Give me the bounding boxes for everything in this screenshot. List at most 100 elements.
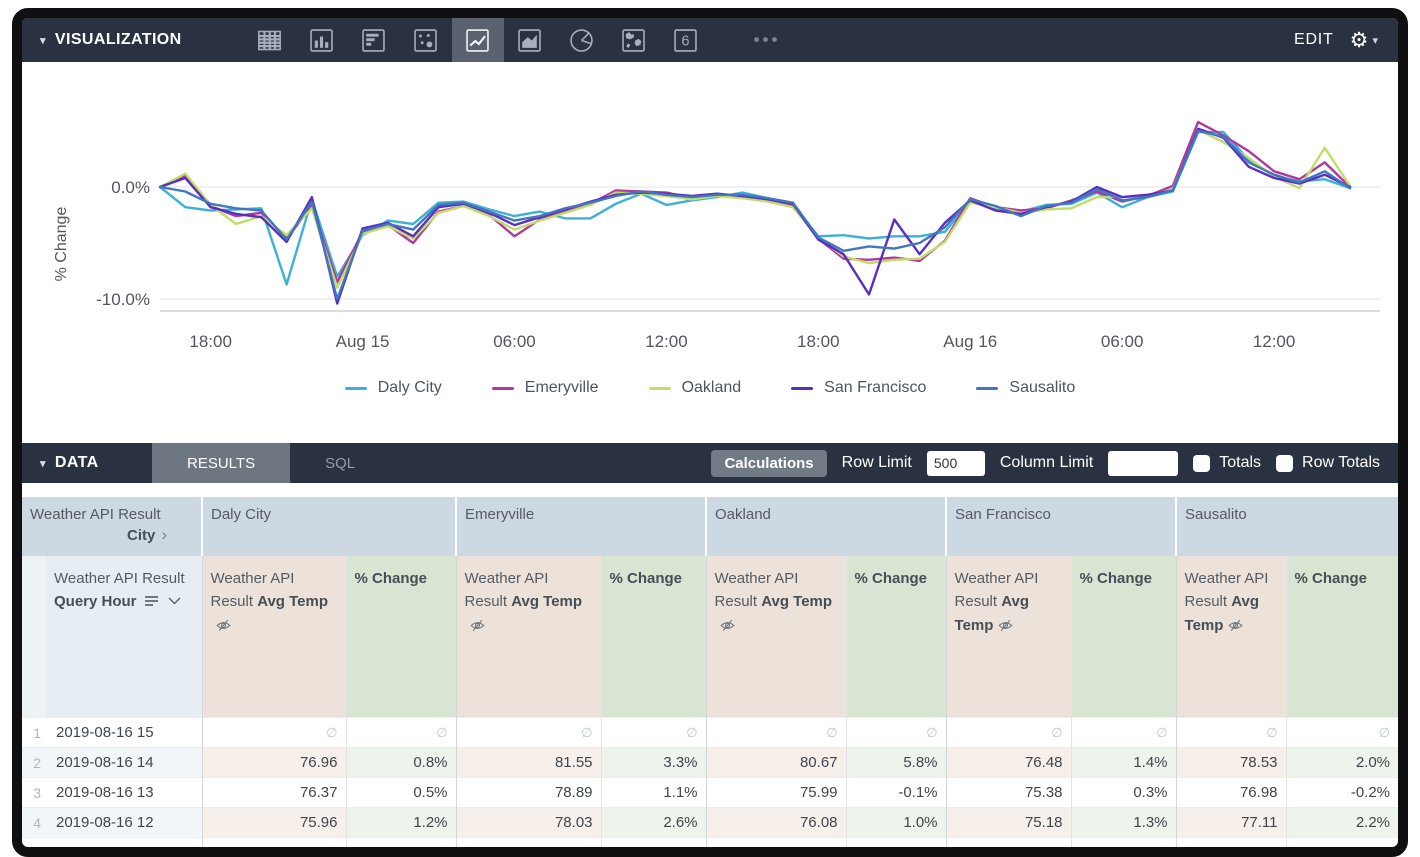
avg-temp-cell: 76.96 — [202, 748, 346, 778]
hidden-field-eye-icon — [465, 617, 485, 634]
avg-temp-cell: ∅ — [1176, 718, 1286, 748]
pct-change-cell: 2.0% — [1286, 838, 1398, 857]
pct-change-cell: 1.2% — [346, 808, 456, 838]
viz-type-bar-icon[interactable] — [348, 18, 400, 62]
avg-temp-cell: 75.18 — [946, 808, 1071, 838]
row-number-cell: 1 — [22, 718, 46, 748]
pct-change-cell: 2.2% — [346, 838, 456, 857]
pct-change-cell: 2.0% — [601, 838, 706, 857]
series-line-oakland — [160, 130, 1350, 288]
viz-type-scatter-icon[interactable] — [400, 18, 452, 62]
visualization-section-toggle[interactable]: ▾ VISUALIZATION — [22, 31, 182, 49]
totals-label: Totals — [1219, 454, 1261, 472]
pct-change-column-header-san-francisco[interactable]: % Change — [1071, 556, 1176, 718]
viz-type-pie-icon[interactable] — [556, 18, 608, 62]
tab-results[interactable]: RESULTS — [152, 443, 290, 483]
pct-change-cell: 1.0% — [846, 808, 946, 838]
sort-desc-icon[interactable] — [144, 595, 181, 607]
totals-toggle[interactable]: Totals — [1193, 454, 1261, 472]
avg-temp-column-header-sausalito[interactable]: Weather API Result Avg Temp — [1176, 556, 1286, 718]
legend-item-sausalito[interactable]: Sausalito — [976, 379, 1075, 397]
avg-temp-column-header-emeryville[interactable]: Weather API Result Avg Temp — [456, 556, 601, 718]
viz-type-column-icon[interactable] — [296, 18, 348, 62]
hidden-field-eye-icon — [993, 617, 1013, 634]
pct-change-cell: -0.1% — [846, 778, 946, 808]
tab-sql[interactable]: SQL — [290, 443, 390, 483]
avg-temp-column-header-san-francisco[interactable]: Weather API Result Avg Temp — [946, 556, 1071, 718]
pct-change-cell: 1.3% — [1071, 808, 1176, 838]
hidden-field-eye-icon — [715, 617, 735, 634]
avg-temp-cell: 75.44 — [1176, 838, 1286, 857]
legend-item-emeryville[interactable]: Emeryville — [492, 379, 599, 397]
avg-temp-column-header-oakland[interactable]: Weather API Result Avg Temp — [706, 556, 846, 718]
pivot-value-header-oakland[interactable]: Oakland — [706, 497, 946, 556]
row-number-cell: 4 — [22, 808, 46, 838]
avg-temp-cell: 80.67 — [706, 748, 846, 778]
legend-label: Emeryville — [525, 379, 599, 397]
row-number-cell: 5 — [22, 838, 46, 857]
viz-type-single-value-icon[interactable]: 6 — [660, 18, 712, 62]
pivot-value-header-emeryville[interactable]: Emeryville — [456, 497, 706, 556]
pivot-value-header-daly-city[interactable]: Daly City — [202, 497, 456, 556]
row-number-cell: 2 — [22, 748, 46, 778]
pct-change-column-header-emeryville[interactable]: % Change — [601, 556, 706, 718]
avg-temp-cell: 76.48 — [946, 748, 1071, 778]
pct-change-column-header-sausalito[interactable]: % Change — [1286, 556, 1398, 718]
viz-type-line-icon[interactable] — [452, 18, 504, 62]
x-axis-tick: Aug 15 — [336, 332, 390, 351]
totals-checkbox[interactable] — [1193, 455, 1210, 472]
hidden-field-eye-icon — [1223, 617, 1243, 634]
legend-item-san-francisco[interactable]: San Francisco — [791, 379, 926, 397]
legend-item-daly-city[interactable]: Daly City — [345, 379, 442, 397]
pct-change-column-header-oakland[interactable]: % Change — [846, 556, 946, 718]
avg-temp-column-header-daly-city[interactable]: Weather API Result Avg Temp — [202, 556, 346, 718]
avg-temp-cell: 75.99 — [706, 778, 846, 808]
viz-settings-menu[interactable]: ⚙ ▾ — [1350, 30, 1378, 51]
pct-change-column-header-daly-city[interactable]: % Change — [346, 556, 456, 718]
more-viz-types-icon[interactable]: ••• — [754, 30, 781, 50]
avg-temp-cell: 76.08 — [706, 808, 846, 838]
legend-swatch — [649, 387, 671, 390]
x-axis-tick: 12:00 — [645, 332, 688, 351]
pct-change-cell: 2.2% — [1286, 808, 1398, 838]
calculations-button[interactable]: Calculations — [711, 450, 826, 477]
row-number-header — [22, 556, 46, 718]
query-hour-column-header[interactable]: Weather API Result Query Hour — [46, 556, 202, 718]
row-totals-toggle[interactable]: Row Totals — [1276, 454, 1380, 472]
y-axis-tick: -10.0% — [96, 290, 150, 309]
viz-type-table-icon[interactable] — [244, 18, 296, 62]
query-hour-cell: 2019-08-16 14 — [46, 748, 202, 778]
y-axis-title: % Change — [53, 207, 70, 282]
edit-button[interactable]: EDIT — [1294, 31, 1334, 49]
avg-temp-cell: 75.96 — [202, 808, 346, 838]
legend-item-oakland[interactable]: Oakland — [649, 379, 742, 397]
viz-type-map-icon[interactable] — [608, 18, 660, 62]
viz-type-area-icon[interactable] — [504, 18, 556, 62]
row-limit-input[interactable] — [927, 451, 985, 476]
caret-down-icon: ▾ — [1372, 34, 1378, 47]
explore-window: ▾ VISUALIZATION 6 ••• EDIT ⚙ ▾ 0.0%-10.0… — [12, 8, 1408, 857]
pivot-value-header-sausalito[interactable]: Sausalito — [1176, 497, 1398, 556]
pct-change-cell: 2.6% — [601, 808, 706, 838]
pct-change-cell: 0.5% — [346, 778, 456, 808]
avg-temp-cell: 75.325 — [706, 838, 846, 857]
pct-change-cell: 3.3% — [601, 748, 706, 778]
x-axis-tick: 06:00 — [1101, 332, 1144, 351]
avg-temp-cell: 75.085 — [202, 838, 346, 857]
legend-swatch — [345, 387, 367, 390]
avg-temp-cell: ∅ — [706, 718, 846, 748]
pivot-value-header-san-francisco[interactable]: San Francisco — [946, 497, 1176, 556]
pct-change-cell: 1.4% — [1071, 748, 1176, 778]
hidden-field-eye-icon — [211, 617, 231, 634]
column-limit-input[interactable] — [1108, 451, 1178, 476]
legend-swatch — [492, 387, 514, 390]
pct-change-cell: ∅ — [846, 718, 946, 748]
row-totals-checkbox[interactable] — [1276, 455, 1293, 472]
data-section-toggle[interactable]: ▾ DATA — [22, 454, 152, 472]
pct-change-cell: ∅ — [601, 718, 706, 748]
svg-text:6: 6 — [682, 33, 690, 49]
